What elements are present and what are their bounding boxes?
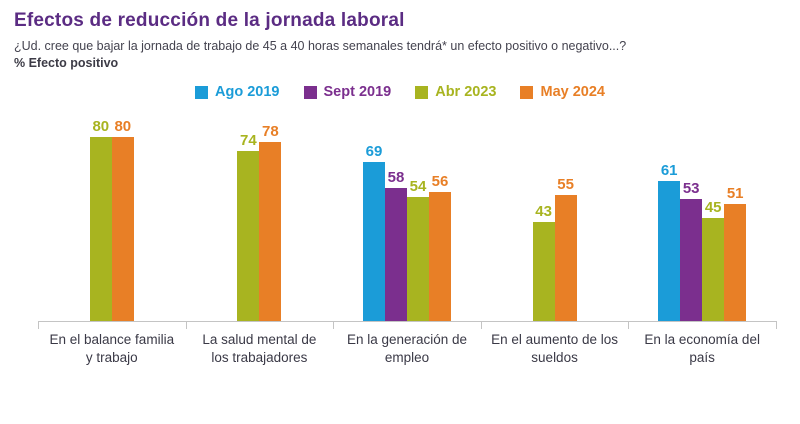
bar-wrap: 80 bbox=[111, 118, 134, 321]
bar-group: 69 58 54 56 bbox=[333, 143, 481, 321]
bar-wrap: 53 bbox=[680, 180, 703, 321]
axis-tick bbox=[776, 321, 777, 329]
bar-value-label: 78 bbox=[262, 122, 279, 140]
legend-swatch bbox=[303, 85, 317, 99]
chart-legend: Ago 2019 Sept 2019 Abr 2023 May 2024 bbox=[0, 84, 800, 100]
bar-wrap: 55 bbox=[554, 175, 577, 321]
metric-label: % Efecto positivo bbox=[14, 56, 119, 70]
category-label: En la economía del país bbox=[644, 332, 760, 366]
bar-group: 80 80 bbox=[38, 118, 186, 321]
bar-value-label: 45 bbox=[704, 198, 722, 216]
bar bbox=[111, 137, 134, 321]
bar-wrap: 45 bbox=[702, 198, 725, 321]
bar bbox=[89, 137, 112, 321]
legend-item: Ago 2019 bbox=[195, 84, 280, 100]
category-labels-row: En el balance familia y trabajo La salud … bbox=[38, 331, 776, 367]
category-label: En el aumento de los sueldos bbox=[491, 332, 618, 366]
bar-value-label: 61 bbox=[660, 161, 678, 179]
bar-group: 61 53 45 51 bbox=[628, 162, 776, 321]
legend-swatch bbox=[415, 85, 429, 99]
axis-tick bbox=[628, 321, 630, 329]
bar-wrap: 80 bbox=[89, 118, 112, 321]
bar-value-label: 56 bbox=[431, 173, 449, 191]
bar-value-label: 80 bbox=[92, 118, 110, 135]
bar-wrap: 74 bbox=[237, 131, 260, 321]
axis-tick bbox=[38, 321, 39, 329]
bar bbox=[362, 162, 385, 321]
bar bbox=[554, 194, 577, 321]
category-label: En la generación de empleo bbox=[346, 332, 468, 366]
bar bbox=[237, 150, 260, 321]
bar bbox=[384, 187, 407, 321]
category-label: La salud mental de los trabajadores bbox=[202, 332, 317, 366]
bar bbox=[532, 222, 555, 321]
legend-label: May 2024 bbox=[540, 84, 605, 100]
bar-value-label: 51 bbox=[726, 184, 744, 202]
legend-label: Sept 2019 bbox=[323, 84, 392, 100]
legend-item: Sept 2019 bbox=[303, 84, 392, 100]
axis-tick bbox=[480, 321, 482, 329]
bar bbox=[702, 217, 725, 321]
axis-tick bbox=[333, 321, 335, 329]
bar-value-label: 58 bbox=[387, 168, 405, 186]
axis-tick bbox=[185, 321, 187, 329]
bar-value-label: 54 bbox=[409, 177, 427, 195]
bar-wrap: 43 bbox=[532, 203, 555, 321]
legend-swatch bbox=[520, 85, 534, 99]
bar-wrap: 58 bbox=[384, 168, 407, 321]
bar bbox=[259, 141, 282, 321]
bar-chart: 80 80 74 78 69 58 54 56 43 55 61 53 45 51 En el balan… bbox=[38, 110, 777, 367]
bar-wrap: 69 bbox=[362, 143, 385, 321]
bar-value-label: 74 bbox=[240, 131, 257, 149]
bar-group: 43 55 bbox=[481, 175, 629, 321]
bar-wrap: 61 bbox=[658, 161, 681, 321]
bar bbox=[428, 192, 451, 321]
bar-wrap: 78 bbox=[259, 122, 282, 321]
bar-value-label: 55 bbox=[557, 175, 574, 193]
legend-item: Abr 2023 bbox=[415, 84, 496, 100]
bar-value-label: 53 bbox=[682, 180, 700, 198]
page-title: Efectos de reducción de la jornada labor… bbox=[14, 10, 405, 31]
bar-value-label: 43 bbox=[535, 203, 552, 221]
category-label: En el balance familia y trabajo bbox=[49, 332, 175, 366]
plot-area: 80 80 74 78 69 58 54 56 43 55 61 53 45 51 bbox=[38, 110, 777, 329]
bar-wrap: 54 bbox=[406, 177, 429, 321]
bar bbox=[680, 199, 703, 321]
bar-value-label: 69 bbox=[365, 143, 383, 161]
bar-group: 74 78 bbox=[186, 123, 334, 321]
chart-header: Efectos de reducción de la jornada labor… bbox=[0, 0, 800, 70]
bar-wrap: 56 bbox=[428, 173, 451, 321]
bar bbox=[658, 180, 681, 321]
legend-item: May 2024 bbox=[520, 84, 605, 100]
bar bbox=[406, 196, 429, 321]
legend-label: Ago 2019 bbox=[215, 84, 280, 100]
bar-wrap: 51 bbox=[724, 184, 747, 321]
bar-value-label: 80 bbox=[114, 118, 132, 135]
chart-subtitle: ¿Ud. cree que bajar la jornada de trabaj… bbox=[14, 39, 627, 53]
legend-label: Abr 2023 bbox=[435, 84, 497, 100]
legend-swatch bbox=[195, 85, 209, 99]
bar bbox=[724, 203, 747, 321]
